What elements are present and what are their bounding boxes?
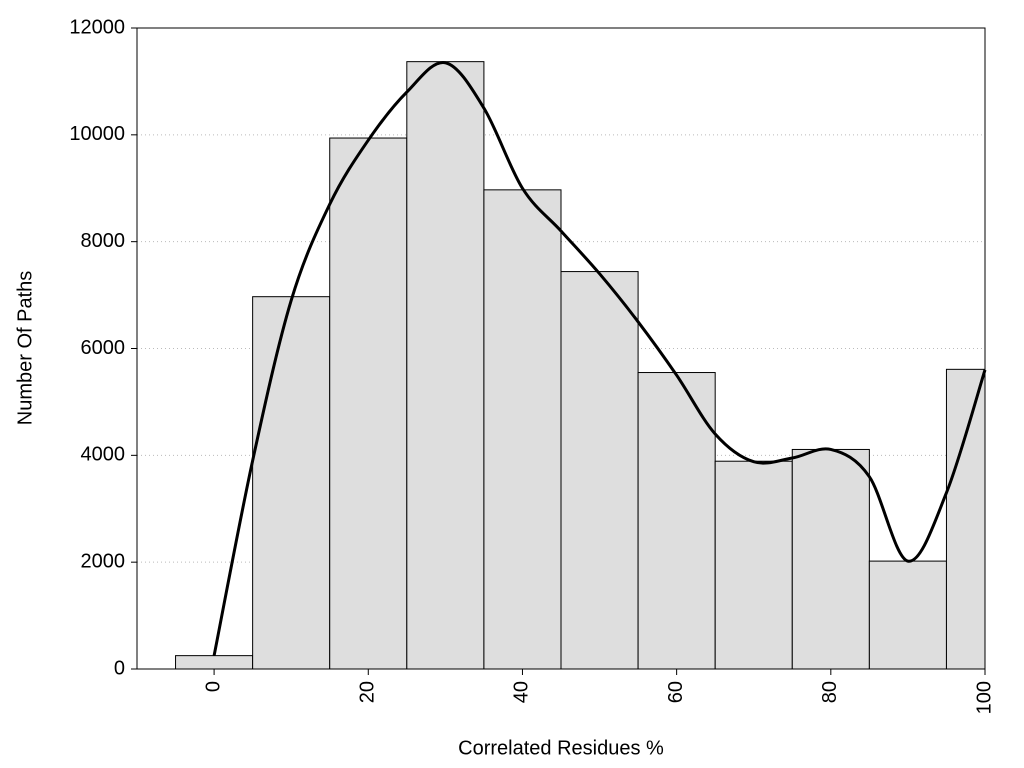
bar xyxy=(406,61,485,670)
y-tick-label: 8000 xyxy=(81,230,126,252)
bar xyxy=(483,189,562,670)
y-axis-label: Number Of Paths xyxy=(14,271,36,426)
y-tick-label: 4000 xyxy=(81,444,126,466)
bar xyxy=(252,296,331,670)
x-axis-label: Correlated Residues % xyxy=(458,737,664,759)
bar xyxy=(791,448,870,670)
bar xyxy=(175,655,254,670)
plot-frame xyxy=(136,27,986,670)
y-tick-label: 10000 xyxy=(69,123,125,145)
x-tick-label: 20 xyxy=(357,681,379,703)
x-tick-label: 80 xyxy=(819,681,841,703)
y-tick-label: 0 xyxy=(114,657,125,679)
x-tick-label: 40 xyxy=(511,681,533,703)
bar xyxy=(868,560,947,670)
x-tick-label: 0 xyxy=(202,681,224,692)
y-tick-label: 12000 xyxy=(69,16,125,38)
x-tick-label: 60 xyxy=(665,681,687,703)
bar xyxy=(945,368,986,670)
y-tick-label: 2000 xyxy=(81,550,126,572)
y-tick-label: 6000 xyxy=(81,337,126,359)
x-tick-label: 100 xyxy=(973,681,995,714)
bar xyxy=(637,372,716,670)
bar xyxy=(560,271,639,670)
bar xyxy=(329,137,408,670)
bar xyxy=(714,460,793,670)
curve xyxy=(212,61,987,656)
